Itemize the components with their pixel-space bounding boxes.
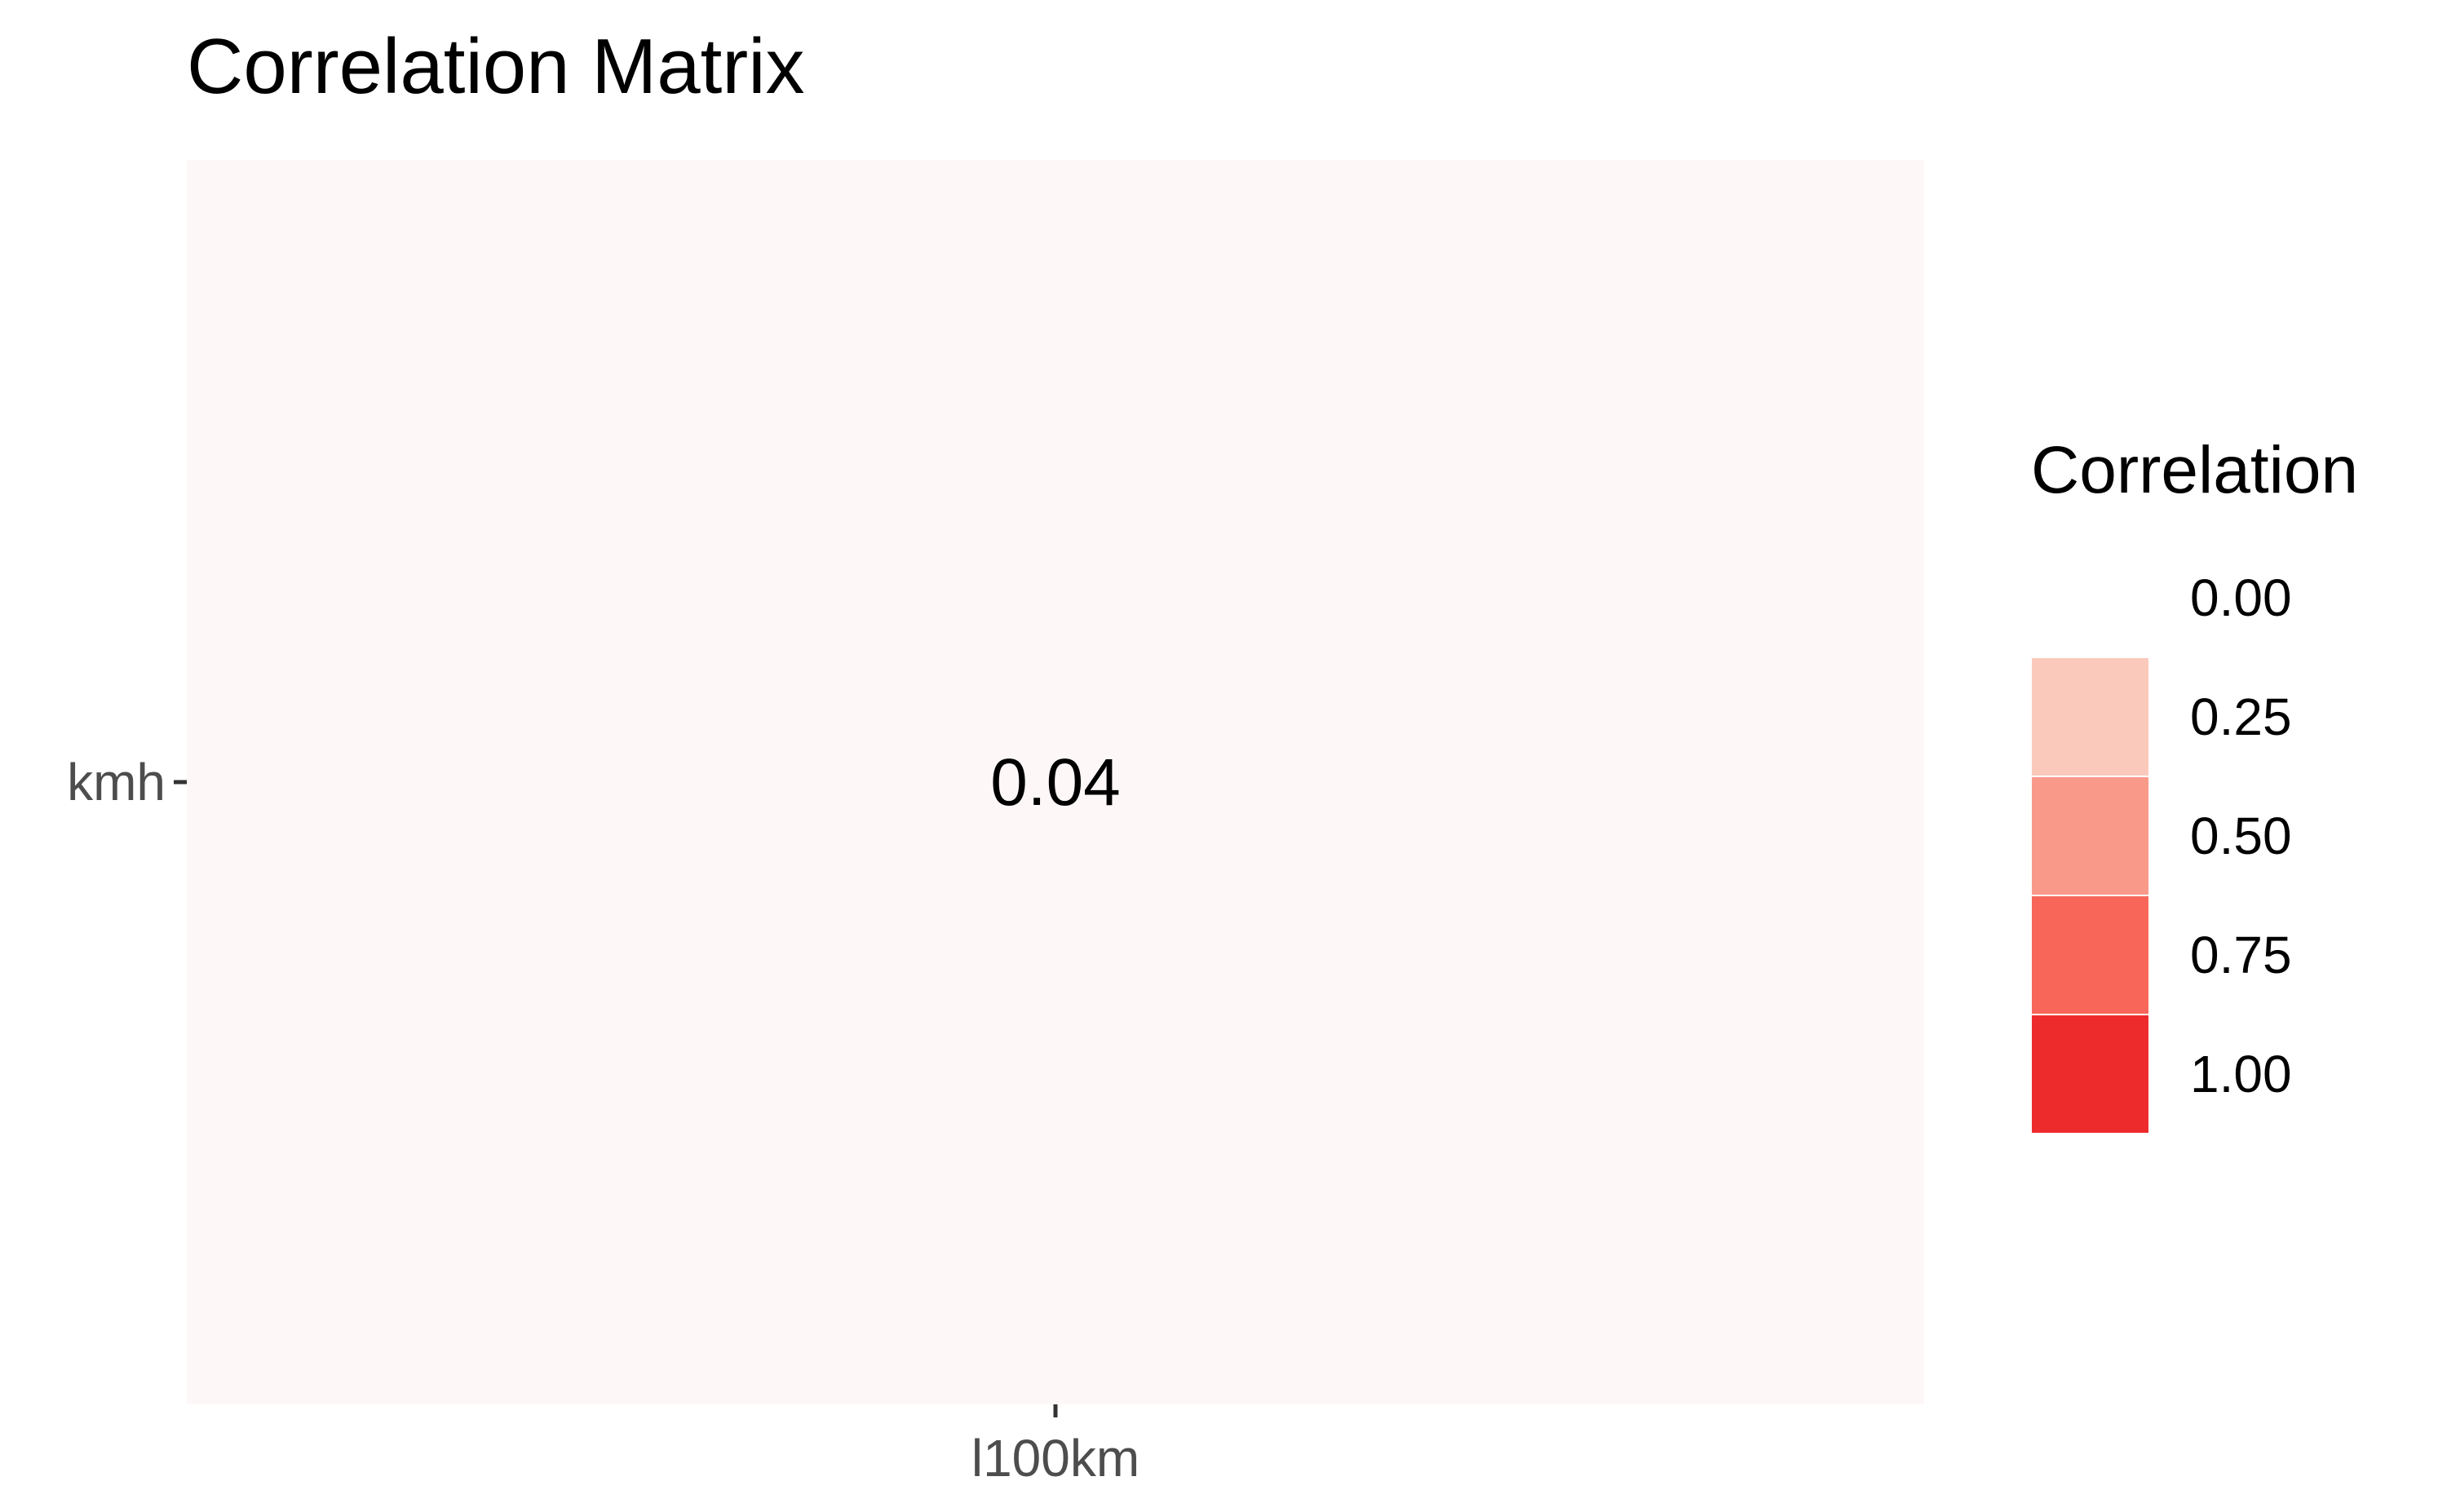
legend-key — [2030, 537, 2150, 658]
legend-label: 1.00 — [2190, 1045, 2292, 1103]
x-tick-label: l100km — [971, 1429, 1139, 1488]
y-tick-label: kmh — [67, 753, 166, 811]
cell-value-label: 0.04 — [990, 745, 1121, 820]
legend-key — [2030, 895, 2150, 1015]
legend-label: 0.75 — [2190, 926, 2292, 984]
legend-key — [2030, 657, 2150, 777]
legend: Correlation 0.00 0.25 0.50 0.75 1.00 — [2030, 433, 2358, 1134]
legend-key — [2030, 776, 2150, 896]
legend-label: 0.00 — [2190, 568, 2292, 627]
legend-label: 0.50 — [2190, 807, 2292, 865]
heatmap-cell — [187, 160, 1924, 1404]
chart-title: Correlation Matrix — [187, 23, 805, 110]
legend-key — [2030, 1014, 2150, 1134]
legend-label: 0.25 — [2190, 687, 2292, 746]
legend-title: Correlation — [2031, 433, 2358, 507]
